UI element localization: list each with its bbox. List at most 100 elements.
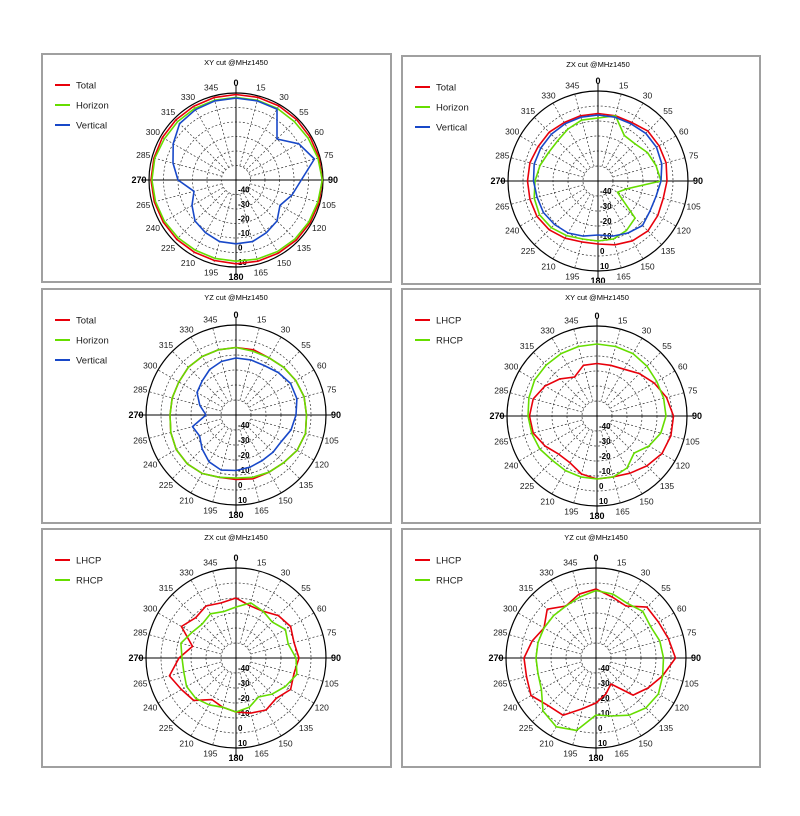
grid-spoke xyxy=(605,194,644,260)
grid-spoke xyxy=(213,194,233,265)
grid-spoke xyxy=(599,570,620,644)
legend-label-rhcp: RHCP xyxy=(436,576,463,587)
grid-spoke xyxy=(532,668,586,722)
grid-spoke xyxy=(518,370,584,409)
angle-tick-label: 60 xyxy=(677,604,687,614)
radial-tick-label: 10 xyxy=(599,497,608,506)
angle-tick-label: 55 xyxy=(301,340,311,350)
grid-spoke xyxy=(249,665,315,704)
radial-tick-label: -30 xyxy=(598,679,610,688)
angle-tick-label: 180 xyxy=(588,753,603,763)
grid-spoke xyxy=(160,136,224,173)
radial-tick-label: -10 xyxy=(599,467,611,476)
grid-spoke xyxy=(610,634,684,655)
radial-tick-label: -40 xyxy=(238,421,250,430)
angle-tick-label: 315 xyxy=(519,583,533,593)
angle-tick-label: 270 xyxy=(488,653,503,663)
grid-spoke xyxy=(157,612,223,651)
grid-spoke xyxy=(249,369,315,408)
grid-spoke xyxy=(243,579,282,645)
chart-title: YZ cut @MHz1450 xyxy=(204,293,267,302)
angle-tick-label: 120 xyxy=(675,703,689,713)
grid-spoke xyxy=(518,423,584,462)
grid-spoke xyxy=(574,93,595,167)
angle-tick-label: 90 xyxy=(328,175,338,185)
series-line-vertical xyxy=(172,97,316,245)
angle-tick-label: 90 xyxy=(692,411,702,421)
angle-tick-label: 135 xyxy=(299,480,313,490)
grid-spoke xyxy=(517,612,583,651)
angle-tick-label: 55 xyxy=(662,341,672,351)
angle-tick-label: 195 xyxy=(204,268,218,278)
grid-spoke xyxy=(532,594,586,648)
angle-tick-label: 315 xyxy=(521,106,535,116)
angle-tick-label: 55 xyxy=(301,583,311,593)
grid-spoke xyxy=(550,579,589,645)
grid-spoke xyxy=(601,195,622,269)
angle-tick-label: 180 xyxy=(228,753,243,763)
legend-label-horizon: Horizon xyxy=(76,336,109,347)
grid-spoke xyxy=(610,370,676,409)
grid-spoke xyxy=(250,634,324,655)
polar-chart-panel-2: ZX cut @MHz1450 0 15 30 55 60 75 90 105 120 135 150… xyxy=(401,55,761,285)
angle-tick-label: 195 xyxy=(203,749,217,759)
angle-tick-label: 105 xyxy=(322,200,336,210)
legend-label-total: Total xyxy=(76,316,96,327)
grid-spoke xyxy=(551,337,590,403)
grid-spoke xyxy=(534,117,588,171)
grid-spoke xyxy=(190,428,229,494)
angle-tick-label: 225 xyxy=(520,481,534,491)
radial-tick-label: -40 xyxy=(599,422,611,431)
radial-tick-label: 0 xyxy=(600,247,605,256)
angle-tick-label: 285 xyxy=(133,384,147,394)
grid-spoke xyxy=(239,194,259,265)
angle-tick-label: 0 xyxy=(233,310,238,320)
grid-spoke xyxy=(151,157,222,177)
grid-spoke xyxy=(239,570,260,644)
grid-spoke xyxy=(212,672,233,746)
angle-tick-label: 210 xyxy=(181,258,195,268)
angle-tick-label: 30 xyxy=(643,90,653,100)
angle-tick-label: 225 xyxy=(159,723,173,733)
angle-tick-label: 75 xyxy=(688,385,698,395)
radial-tick-label: -30 xyxy=(238,679,250,688)
angle-tick-label: 165 xyxy=(617,272,631,282)
angle-tick-label: 60 xyxy=(317,604,327,614)
angle-tick-label: 195 xyxy=(203,506,217,516)
angle-tick-label: 345 xyxy=(204,82,218,92)
legend-label-total: Total xyxy=(436,83,456,94)
angle-tick-label: 300 xyxy=(504,362,518,372)
grid-spoke xyxy=(572,570,593,644)
grid-spoke xyxy=(607,352,661,406)
grid-spoke xyxy=(612,184,686,205)
series-line-horizon xyxy=(533,114,662,242)
radial-tick-label: -30 xyxy=(599,437,611,446)
angle-tick-label: 120 xyxy=(677,226,691,236)
radial-tick-label: 0 xyxy=(598,724,603,733)
angle-tick-label: 180 xyxy=(228,510,243,520)
grid-spoke xyxy=(243,192,280,256)
angle-tick-label: 265 xyxy=(133,679,147,689)
angle-tick-label: 225 xyxy=(159,480,173,490)
angle-tick-label: 330 xyxy=(539,567,553,577)
angle-tick-label: 345 xyxy=(203,557,217,567)
grid-spoke xyxy=(148,391,222,412)
angle-tick-label: 240 xyxy=(505,226,519,236)
angle-tick-label: 345 xyxy=(564,315,578,325)
series-line-vertical xyxy=(532,114,663,237)
grid-spoke xyxy=(510,157,584,178)
angle-tick-label: 75 xyxy=(689,150,699,160)
radial-tick-label: -40 xyxy=(598,664,610,673)
angle-tick-label: 0 xyxy=(233,553,238,563)
angle-tick-label: 75 xyxy=(327,384,337,394)
grid-spoke xyxy=(599,672,620,746)
angle-tick-label: 225 xyxy=(521,246,535,256)
grid-spoke xyxy=(212,570,233,644)
angle-tick-label: 180 xyxy=(589,511,604,521)
legend-label-total: Total xyxy=(76,81,96,92)
grid-spoke xyxy=(190,579,229,645)
radial-tick-label: -20 xyxy=(238,694,250,703)
